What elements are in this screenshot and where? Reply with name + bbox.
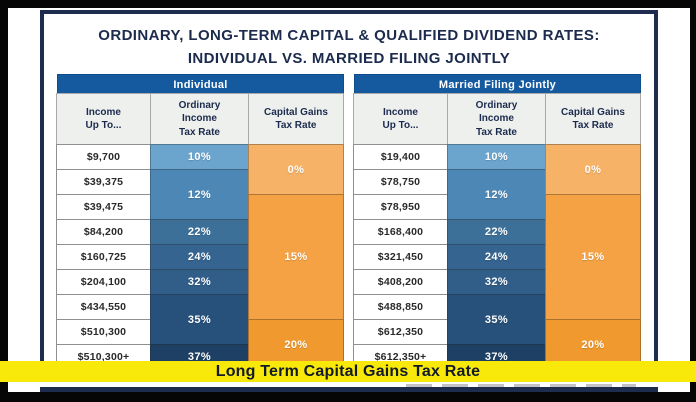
capital-gains-banner: Long Term Capital Gains Tax Rate bbox=[0, 361, 696, 382]
ordinary-rate-cell: 24% bbox=[150, 244, 249, 270]
title-line-2: INDIVIDUAL VS. MARRIED FILING JOINTLY bbox=[187, 49, 511, 67]
income-cell: $19,400 bbox=[353, 144, 448, 170]
table-body: $9,700 $39,375 $39,475 $84,200 $160,725 $204,… bbox=[56, 144, 344, 370]
ordinary-rate-cell: 35% bbox=[150, 294, 249, 345]
banner-under-strip bbox=[8, 382, 658, 388]
income-cell: $168,400 bbox=[353, 219, 448, 245]
capital-gains-rate-cell: 0% bbox=[248, 144, 344, 195]
ordinary-rate-cell: 12% bbox=[447, 169, 546, 220]
main-bordered-panel: ORDINARY, LONG-TERM CAPITAL & QUALIFIED … bbox=[40, 10, 658, 391]
column-header: Capital Gains Tax Rate bbox=[248, 93, 344, 145]
column-headers: Income Up To... Ordinary Income Tax Rate Capi… bbox=[353, 93, 641, 145]
income-cell: $510,300 bbox=[56, 319, 151, 345]
married-filing-jointly-tax-table: Married Filing Jointly Income Up To... Ord… bbox=[353, 74, 641, 370]
table-title-individual: Individual bbox=[57, 74, 344, 94]
capital-gains-rate-cell: 15% bbox=[248, 194, 344, 320]
table-title-married: Married Filing Jointly bbox=[354, 74, 641, 94]
income-cell: $9,700 bbox=[56, 144, 151, 170]
tables-row: Individual Income Up To... Ordinary Income T… bbox=[44, 74, 654, 370]
income-cell: $408,200 bbox=[353, 269, 448, 295]
column-headers: Income Up To... Ordinary Income Tax Rate Capi… bbox=[56, 93, 344, 145]
income-cell: $39,475 bbox=[56, 194, 151, 220]
income-cell: $78,950 bbox=[353, 194, 448, 220]
ordinary-rate-cell: 35% bbox=[447, 294, 546, 345]
ordinary-rate-cell: 10% bbox=[447, 144, 546, 170]
panel-bottom-border bbox=[40, 387, 658, 392]
income-cell: $488,850 bbox=[353, 294, 448, 320]
column-header: Income Up To... bbox=[56, 93, 151, 145]
capital-gains-rate-cell: 0% bbox=[545, 144, 641, 195]
income-cell: $78,750 bbox=[353, 169, 448, 195]
page-title: ORDINARY, LONG-TERM CAPITAL & QUALIFIED … bbox=[44, 25, 654, 70]
income-cell: $434,550 bbox=[56, 294, 151, 320]
ordinary-rate-cell: 32% bbox=[150, 269, 249, 295]
banner-label: Long Term Capital Gains Tax Rate bbox=[215, 362, 481, 380]
column-header: Income Up To... bbox=[353, 93, 448, 145]
ordinary-rate-cell: 10% bbox=[150, 144, 249, 170]
column-header: Ordinary Income Tax Rate bbox=[150, 93, 249, 145]
income-cell: $39,375 bbox=[56, 169, 151, 195]
individual-tax-table: Individual Income Up To... Ordinary Income T… bbox=[56, 74, 344, 370]
income-cell: $321,450 bbox=[353, 244, 448, 270]
income-cell: $84,200 bbox=[56, 219, 151, 245]
income-cell: $204,100 bbox=[56, 269, 151, 295]
income-cell: $160,725 bbox=[56, 244, 151, 270]
capital-gains-rate-cell: 15% bbox=[545, 194, 641, 320]
page-background: ORDINARY, LONG-TERM CAPITAL & QUALIFIED … bbox=[8, 8, 690, 392]
table-body: $19,400 $78,750 $78,950 $168,400 $321,450 $40… bbox=[353, 144, 641, 370]
column-header: Capital Gains Tax Rate bbox=[545, 93, 641, 145]
column-header: Ordinary Income Tax Rate bbox=[447, 93, 546, 145]
ordinary-rate-cell: 22% bbox=[150, 219, 249, 245]
income-cell: $612,350 bbox=[353, 319, 448, 345]
ordinary-rate-cell: 24% bbox=[447, 244, 546, 270]
source-attribution-marks bbox=[406, 384, 636, 387]
ordinary-rate-cell: 32% bbox=[447, 269, 546, 295]
title-line-1: ORDINARY, LONG-TERM CAPITAL & QUALIFIED … bbox=[98, 27, 600, 44]
ordinary-rate-cell: 22% bbox=[447, 219, 546, 245]
ordinary-rate-cell: 12% bbox=[150, 169, 249, 220]
